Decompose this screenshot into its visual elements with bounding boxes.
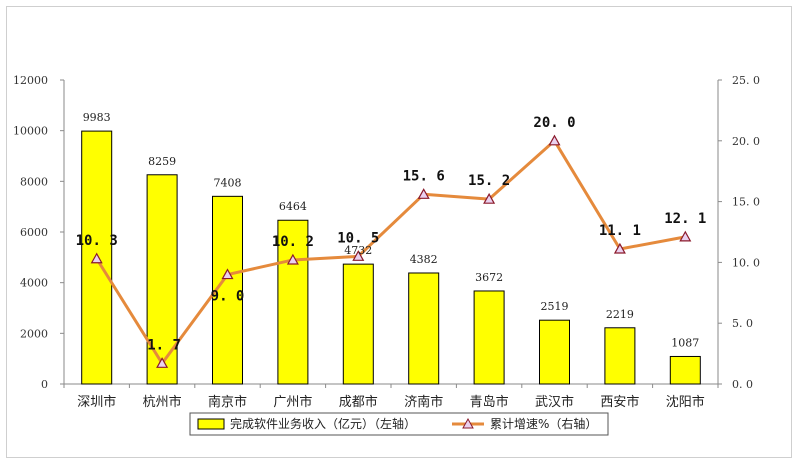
- left-tick-label: 0: [41, 378, 48, 391]
- x-tick-label: 武汉市: [535, 394, 574, 410]
- bar-value-label: 4732: [344, 244, 372, 257]
- bar-value-label: 9983: [83, 111, 111, 124]
- line-marker-triangle: [286, 253, 299, 265]
- line-value-label: 10. 2: [272, 234, 314, 250]
- right-tick-label: 15. 0: [732, 196, 760, 209]
- left-tick-label: 2000: [20, 327, 48, 340]
- line-value-label: 20. 0: [533, 115, 575, 131]
- bar: [539, 319, 570, 385]
- x-tick-label: 西安市: [600, 394, 639, 410]
- line-value-label: 11. 1: [599, 223, 641, 239]
- bar-value-label: 2219: [606, 308, 634, 321]
- right-tick-label: 20. 0: [732, 135, 760, 148]
- legend-label-bar: 完成软件业务收入（亿元）（左轴）: [230, 416, 416, 431]
- axes-layer: 0 2000 4000 6000 8000 10000 12000 0. 0 5. 0 10. 0…: [13, 74, 760, 410]
- right-tick-label: 10. 0: [732, 256, 760, 269]
- x-tick-label: 青岛市: [470, 394, 509, 410]
- line-marker-triangle: [679, 230, 692, 242]
- x-tick-label: 广州市: [273, 394, 312, 410]
- labels-layer: 9983 8259 7408 6464 4732 4382 3672 2519 2219 1087…: [76, 111, 707, 353]
- legend-swatch-bar: [197, 418, 225, 430]
- legend-box: [189, 412, 609, 436]
- line-marker-triangle: [352, 250, 365, 261]
- left-tick-label: 6000: [20, 226, 48, 239]
- bar-value-label: 4382: [410, 253, 438, 266]
- line-value-label: 10. 5: [337, 230, 379, 246]
- line-marker-triangle: [417, 188, 430, 199]
- line-value-label: 15. 2: [468, 173, 510, 189]
- line-value-label: 10. 3: [76, 233, 118, 249]
- x-tick-label: 南京市: [208, 394, 247, 410]
- bar-value-label: 2519: [541, 300, 569, 313]
- bar: [277, 219, 309, 385]
- bar: [604, 327, 636, 385]
- bar: [669, 355, 701, 385]
- legend-marker-triangle: [462, 417, 474, 429]
- left-tick-label: 12000: [13, 74, 48, 87]
- x-tick-label: 杭州市: [143, 394, 182, 410]
- right-tick-label: 25. 0: [732, 74, 760, 87]
- line-value-label: 1. 7: [147, 337, 181, 353]
- bars-layer: [81, 130, 701, 385]
- bar: [342, 263, 374, 385]
- bar: [473, 290, 505, 385]
- left-tick-label: 10000: [13, 125, 48, 138]
- growth-line: [95, 139, 686, 365]
- line-marker-triangle: [90, 252, 103, 264]
- x-tick-label: 沈阳市: [666, 394, 705, 410]
- x-tick-label: 成都市: [339, 394, 378, 410]
- line-value-label: 15. 6: [403, 168, 445, 184]
- bar-value-label: 7408: [214, 176, 242, 189]
- legend: 完成软件业务收入（亿元）（左轴） 累计增速%（右轴）: [189, 412, 609, 436]
- legend-label-line: 累计增速%（右轴）: [490, 416, 597, 431]
- line-value-label: 12. 1: [664, 211, 706, 227]
- left-tick-label: 8000: [20, 175, 48, 188]
- chart-frame: [6, 6, 792, 458]
- line-marker-triangle: [156, 357, 169, 368]
- bar-value-label: 1087: [671, 336, 699, 349]
- bar-value-label: 8259: [148, 155, 176, 168]
- line-marker-triangle: [483, 192, 496, 204]
- right-tick-label: 5. 0: [732, 317, 753, 330]
- x-tick-label: 济南市: [404, 394, 443, 410]
- bar-value-label: 3672: [475, 271, 503, 284]
- line-value-label: 9. 0: [211, 289, 245, 305]
- bar: [408, 272, 440, 385]
- x-tick-label: 深圳市: [77, 394, 116, 410]
- line-marker-triangle: [613, 242, 626, 254]
- line-marker-triangle: [221, 268, 234, 280]
- line-marker-triangle: [548, 134, 561, 146]
- right-tick-label: 0. 0: [732, 378, 753, 391]
- left-tick-label: 4000: [20, 277, 48, 290]
- line-layer: [90, 134, 692, 368]
- bar-value-label: 6464: [279, 200, 307, 213]
